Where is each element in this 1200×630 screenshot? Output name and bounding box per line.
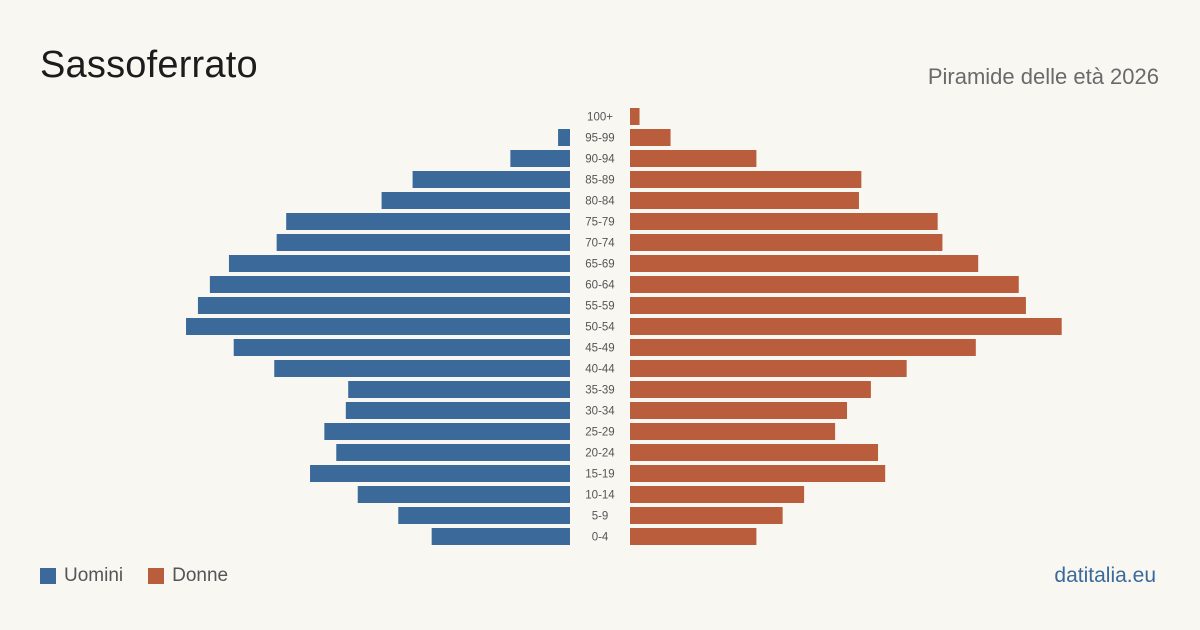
age-group-label: 15-19: [585, 469, 614, 481]
legend-item-men: Uomini: [40, 565, 123, 587]
age-group-label: 75-79: [585, 217, 614, 229]
age-group-label: 60-64: [585, 280, 615, 292]
bar-women-0-4: [630, 528, 757, 545]
bar-men-55-59: [197, 297, 570, 314]
age-group-label: 70-74: [585, 238, 615, 250]
age-group-label: 20-24: [585, 448, 615, 460]
age-group-label: 50-54: [585, 322, 615, 334]
bar-women-60-64: [630, 276, 1019, 293]
bar-men-80-84: [381, 192, 570, 209]
chart-subtitle: Piramide delle età 2026: [927, 64, 1159, 89]
bar-men-70-74: [276, 234, 570, 251]
age-group-label: 35-39: [585, 385, 614, 397]
bar-men-50-54: [186, 318, 570, 335]
bar-men-95-99: [558, 129, 570, 146]
bar-men-40-44: [274, 360, 570, 377]
age-group-label: 10-14: [585, 490, 615, 502]
bar-men-65-69: [228, 255, 570, 272]
age-group-label: 5-9: [592, 511, 609, 523]
legend-item-women: Donne: [148, 565, 228, 587]
bar-women-45-49: [630, 339, 976, 356]
bar-women-100+: [630, 108, 640, 125]
bar-women-50-54: [630, 318, 1062, 335]
bar-women-55-59: [630, 297, 1026, 314]
age-group-label: 65-69: [585, 259, 614, 271]
legend: Uomini Donne: [40, 565, 253, 587]
bar-men-90-94: [510, 150, 570, 167]
legend-label-men: Uomini: [64, 565, 124, 586]
bar-women-75-79: [630, 213, 938, 230]
age-group-label: 45-49: [585, 343, 614, 355]
age-group-label: 100+: [587, 112, 613, 124]
bar-men-10-14: [357, 486, 570, 503]
bar-men-85-89: [412, 171, 570, 188]
bar-women-95-99: [630, 129, 671, 146]
bar-women-25-29: [630, 423, 836, 440]
bar-women-10-14: [630, 486, 805, 503]
age-group-label: 0-4: [592, 532, 609, 544]
bar-women-40-44: [630, 360, 907, 377]
age-group-label: 55-59: [585, 301, 614, 313]
bar-women-15-19: [630, 465, 886, 482]
bar-women-70-74: [630, 234, 943, 251]
legend-swatch-women: [148, 568, 165, 584]
brand-link[interactable]: datitalia.eu: [1054, 564, 1156, 587]
legend-label-women: Donne: [172, 565, 229, 586]
bar-men-45-49: [233, 339, 570, 356]
bar-women-90-94: [630, 150, 757, 167]
bar-men-75-79: [286, 213, 570, 230]
legend-swatch-men: [40, 568, 56, 584]
bar-men-60-64: [209, 276, 571, 293]
age-group-label: 30-34: [585, 406, 615, 418]
bar-women-35-39: [630, 381, 871, 398]
bar-men-35-39: [348, 381, 570, 398]
bar-men-5-9: [398, 507, 570, 524]
age-group-label: 40-44: [585, 364, 615, 376]
bar-men-30-34: [345, 402, 570, 419]
age-group-label: 25-29: [585, 427, 614, 439]
bar-women-80-84: [630, 192, 859, 209]
age-group-label: 80-84: [585, 196, 615, 208]
chart-title: Sassoferrato: [40, 44, 258, 86]
bar-women-20-24: [630, 444, 879, 461]
bar-men-0-4: [431, 528, 570, 545]
bar-men-25-29: [324, 423, 570, 440]
age-group-label: 85-89: [585, 175, 614, 187]
bar-men-20-24: [336, 444, 570, 461]
age-group-label: 95-99: [585, 133, 614, 145]
bar-women-85-89: [630, 171, 862, 188]
bar-men-15-19: [310, 465, 570, 482]
age-group-label: 90-94: [585, 154, 615, 166]
bar-women-5-9: [630, 507, 783, 524]
bar-women-30-34: [630, 402, 848, 419]
bar-women-65-69: [630, 255, 979, 272]
